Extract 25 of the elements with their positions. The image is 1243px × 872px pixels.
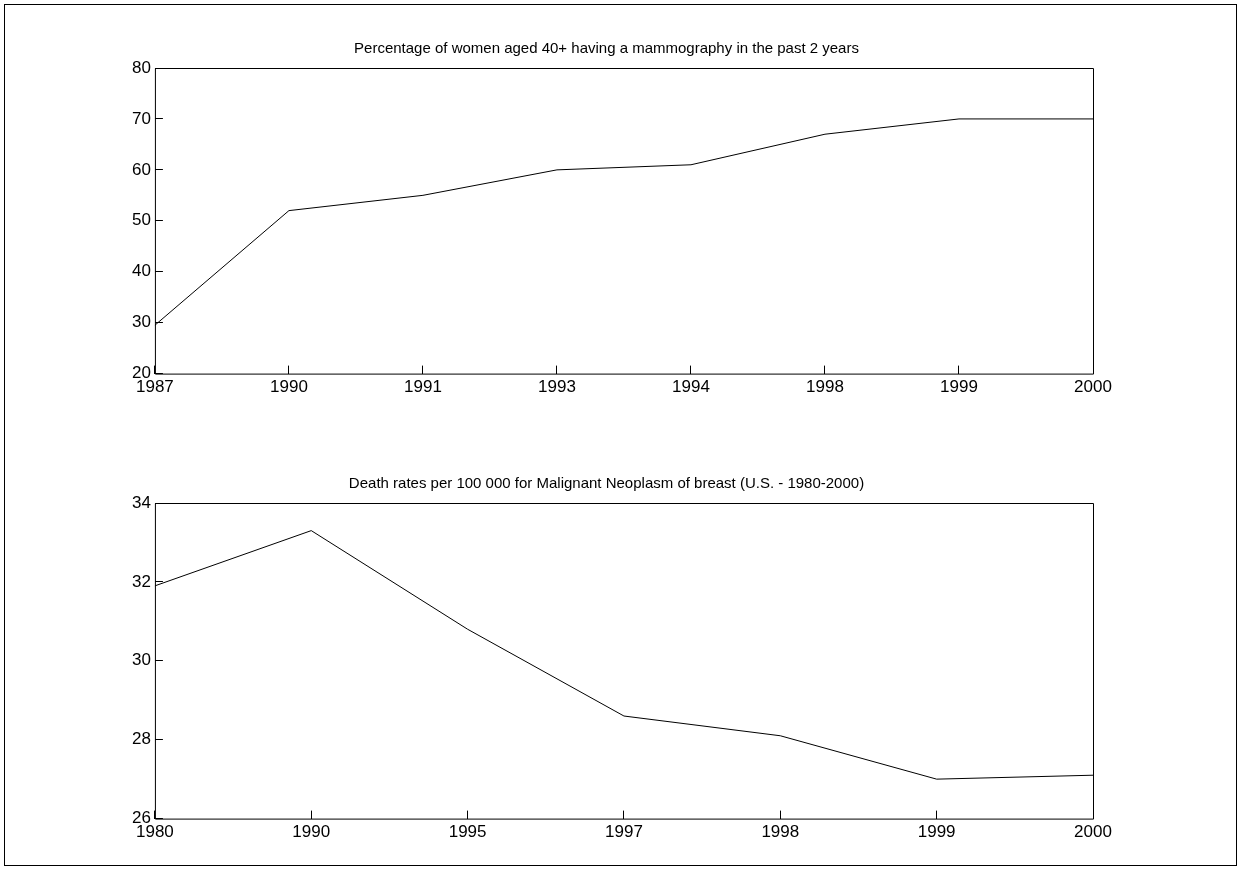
- chart-title: Death rates per 100 000 for Malignant Neoplasm of breast (U.S. - 1980-2000): [348, 474, 865, 492]
- x-tick-label: 1991: [404, 377, 442, 397]
- x-tick-label: 1998: [761, 822, 800, 842]
- y-tick-label: 34: [131, 492, 151, 512]
- y-tick-label: 50: [131, 210, 151, 230]
- y-tick-label: 30: [131, 312, 151, 332]
- y-tick-label: 70: [131, 108, 151, 128]
- x-tick-label: 1990: [270, 377, 308, 397]
- y-tick-label: 32: [131, 571, 151, 591]
- x-tick-label: 1997: [605, 822, 643, 842]
- y-tick-label: 40: [131, 261, 151, 281]
- x-tick-label: 1999: [940, 377, 978, 397]
- y-tick-label: 30: [131, 650, 151, 670]
- x-tick-label: 1993: [538, 377, 576, 397]
- x-tick-label: 2000: [1074, 377, 1112, 397]
- chart-title: Percentage of women aged 40+ having a mammography in the past 2 years: [354, 39, 859, 57]
- x-tick-label: 1998: [806, 377, 844, 397]
- y-tick-label: 28: [131, 729, 151, 749]
- y-tick-label: 60: [131, 159, 151, 179]
- x-tick-label: 1994: [672, 377, 710, 397]
- x-tick-label: 1990: [292, 822, 331, 842]
- x-tick-label: 2000: [1074, 822, 1112, 842]
- x-tick-label: 1995: [448, 822, 487, 842]
- x-tick-label: 1999: [917, 822, 956, 842]
- y-tick-label: 80: [131, 57, 151, 77]
